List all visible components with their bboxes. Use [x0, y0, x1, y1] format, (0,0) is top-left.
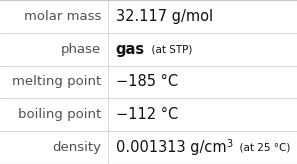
- Text: gas: gas: [116, 42, 145, 57]
- Text: (at STP): (at STP): [145, 44, 192, 54]
- Text: boiling point: boiling point: [18, 108, 101, 121]
- Text: 32.117 g/mol: 32.117 g/mol: [116, 9, 213, 24]
- Text: phase: phase: [61, 43, 101, 56]
- Text: melting point: melting point: [12, 75, 101, 89]
- Text: molar mass: molar mass: [23, 10, 101, 23]
- Text: −185 °C: −185 °C: [116, 74, 178, 90]
- Text: 0.001313 g/cm: 0.001313 g/cm: [116, 140, 226, 155]
- Text: 3: 3: [226, 139, 233, 149]
- Text: (at 25 °C): (at 25 °C): [233, 143, 290, 153]
- Text: −112 °C: −112 °C: [116, 107, 178, 122]
- Text: density: density: [52, 141, 101, 154]
